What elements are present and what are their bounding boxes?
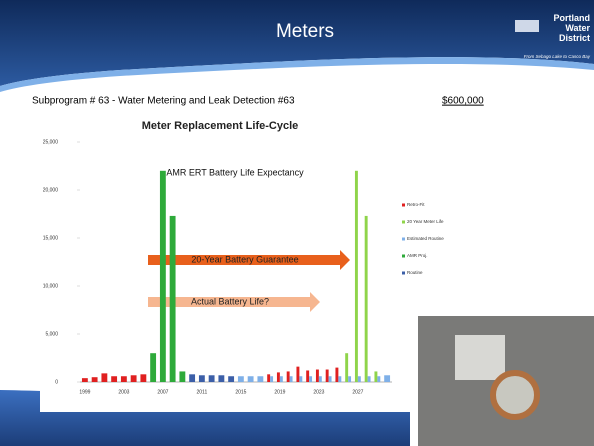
bar xyxy=(318,376,322,382)
bar xyxy=(257,376,264,382)
logo-icon xyxy=(515,20,539,32)
bar xyxy=(189,374,196,382)
legend-swatch xyxy=(402,220,405,224)
bar xyxy=(354,170,358,382)
bar xyxy=(159,170,166,382)
y-tick-label: 10,000 xyxy=(43,283,59,289)
bar xyxy=(247,376,254,382)
bar xyxy=(367,376,371,382)
annotation: AMR ERT Battery Life Expectancy xyxy=(166,167,304,177)
x-tick-label: 1999 xyxy=(79,389,90,395)
y-tick-label: 0 xyxy=(55,379,58,385)
x-tick-label: 2027 xyxy=(352,389,363,395)
x-tick-label: 2003 xyxy=(118,389,129,395)
bar xyxy=(228,376,235,382)
bar xyxy=(325,369,329,382)
bar xyxy=(208,375,215,382)
bar xyxy=(81,378,88,382)
bar xyxy=(348,376,352,382)
bar xyxy=(309,376,313,382)
bar xyxy=(338,376,342,382)
legend-label: AMR Proj. xyxy=(407,253,428,258)
bar xyxy=(150,353,157,382)
header-wave xyxy=(0,57,594,92)
bar xyxy=(237,376,244,382)
x-tick-label: 2007 xyxy=(157,389,168,395)
bar xyxy=(289,376,293,382)
plot: 0 5,000 10,000 15,000 20,000 25,000 1999 2003 20… xyxy=(43,139,445,395)
bar xyxy=(364,215,368,382)
subprogram: Subprogram # 63 - Water Metering and Lea… xyxy=(32,96,295,107)
chart-title: Meter Replacement Life-Cycle xyxy=(142,120,299,132)
bar xyxy=(328,376,332,382)
legend-swatch xyxy=(402,237,405,241)
y-tick-label: 25,000 xyxy=(43,139,59,145)
arrow xyxy=(148,250,350,270)
bar xyxy=(198,375,205,382)
meter-photo-box xyxy=(455,335,505,380)
logo-tagline: From Sebago Lake to Casco Bay xyxy=(524,54,591,59)
bar xyxy=(120,376,127,382)
annotation: 20-Year Battery Guarantee xyxy=(191,254,298,264)
bar xyxy=(276,372,280,382)
legend-label: Retro-Fit xyxy=(407,202,425,207)
annotation: Actual Battery Life? xyxy=(191,296,269,306)
bar xyxy=(270,376,274,382)
slide-title: Meters xyxy=(276,21,334,42)
bar xyxy=(377,376,381,382)
x-tick-label: 2023 xyxy=(313,389,324,395)
bar xyxy=(315,369,319,382)
bar xyxy=(130,375,137,382)
amount: $600,000 xyxy=(442,96,484,107)
logo-name-box: Portland Water District xyxy=(553,13,590,43)
x-tick-label: 2011 xyxy=(196,389,207,395)
bar xyxy=(296,366,300,382)
y-tick-label: 5,000 xyxy=(45,331,58,337)
bar xyxy=(286,371,290,382)
y-tick-label: 20,000 xyxy=(43,187,59,193)
legend-label: Estimated Routine xyxy=(407,236,444,241)
arrow xyxy=(148,292,320,312)
bar xyxy=(101,373,108,382)
meter-photo-dial xyxy=(490,370,540,420)
legend-label: Routine xyxy=(407,270,423,275)
legend-swatch xyxy=(402,203,405,207)
bar xyxy=(91,377,98,382)
bar xyxy=(179,371,186,382)
y-tick-label: 15,000 xyxy=(43,235,59,241)
bar xyxy=(299,376,303,382)
bar xyxy=(140,374,147,382)
x-tick-label: 2019 xyxy=(274,389,285,395)
legend-label: 20 Year Meter Life xyxy=(407,219,444,224)
bar xyxy=(218,375,225,382)
bar xyxy=(335,367,339,382)
bar xyxy=(169,215,176,382)
bar xyxy=(374,371,378,382)
bar xyxy=(384,375,391,382)
bar xyxy=(111,376,118,382)
legend-swatch xyxy=(402,271,405,275)
bar xyxy=(345,353,349,382)
bar xyxy=(279,376,283,382)
header-band xyxy=(0,0,594,86)
bar xyxy=(357,376,361,382)
x-tick-label: 2015 xyxy=(235,389,246,395)
logo-name: Portland Water District xyxy=(553,13,590,43)
bar xyxy=(267,374,271,382)
bar xyxy=(306,370,310,382)
legend-swatch xyxy=(402,254,405,258)
